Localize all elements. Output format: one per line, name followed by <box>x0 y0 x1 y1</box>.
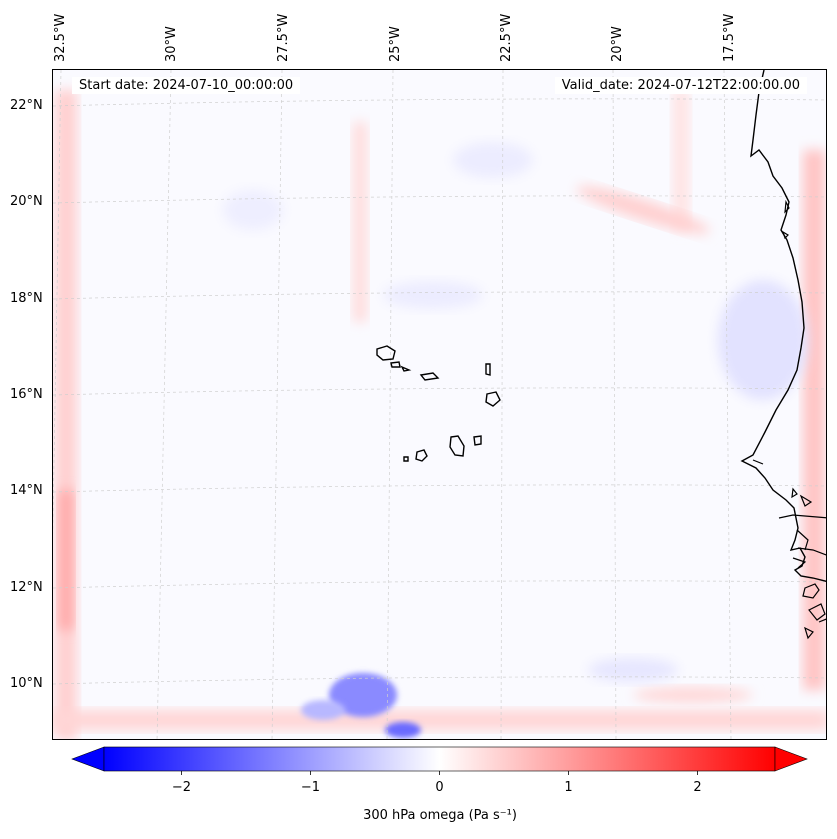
colorbar-title: 300 hPa omega (Pa s⁻¹) <box>363 808 517 823</box>
colorbar-tick-label-1: 1 <box>564 780 573 795</box>
colorbar-tick-label-0: 0 <box>435 780 444 795</box>
omega-band-west <box>55 90 77 739</box>
lon-label-17-5w: 17.5°W <box>722 13 737 62</box>
coastline-west-africa <box>740 70 826 582</box>
map-panel: Start date: 2024-07-10_00:00:00 Valid_da… <box>52 69 827 740</box>
coastline-cap-vert <box>752 459 813 507</box>
gridline-lat-20n <box>53 195 826 204</box>
omega-neg-core-south <box>385 722 421 738</box>
gridline-lon-22-5w <box>500 70 504 739</box>
island-fogo <box>415 449 428 462</box>
omega-field-shading <box>53 90 826 739</box>
gridline-lat-14n <box>53 484 826 493</box>
gridline-lat-10n <box>53 676 826 685</box>
valid-date-label: Valid_date: 2024-07-12T22:00:00.00 <box>554 77 807 94</box>
lon-label-27-5w: 27.5°W <box>276 13 291 62</box>
gridline-lon-27-5w <box>271 70 283 739</box>
colorbar-tick-label-neg2: −2 <box>171 780 192 795</box>
omega-field-background <box>53 70 826 739</box>
gridline-lon-30w <box>156 70 172 739</box>
lat-label-18n: 18°N <box>10 291 43 306</box>
island-sao-nicolau <box>419 372 440 381</box>
gridline-lat-22n <box>53 98 826 107</box>
gridline-lon-20w <box>612 70 617 739</box>
island-brava <box>403 456 409 462</box>
omega-neg-nw <box>223 190 283 230</box>
graticule <box>53 70 826 739</box>
lat-label-22n: 22°N <box>10 98 43 113</box>
island-santa-luzia <box>400 365 412 372</box>
lon-label-20w: 20°W <box>610 26 625 62</box>
start-date-label: Start date: 2024-07-10_00:00:00 <box>72 77 301 94</box>
gridline-lat-16n <box>53 387 826 396</box>
island-santiago <box>449 435 465 457</box>
lat-label-16n: 16°N <box>10 387 43 402</box>
gridline-lat-12n <box>53 580 826 589</box>
omega-band-south <box>53 710 826 730</box>
omega-band-west-core <box>59 490 73 630</box>
omega-band-ne <box>673 90 689 230</box>
colorbar-tick-label-2: 2 <box>693 780 702 795</box>
omega-streak-se <box>633 687 753 703</box>
lon-label-32-5w: 32.5°W <box>53 13 68 62</box>
lat-label-12n: 12°N <box>10 580 43 595</box>
omega-neg-coast <box>718 280 808 400</box>
lon-label-30w: 30°W <box>164 26 179 62</box>
omega-neg-north <box>453 142 533 178</box>
colorbar-extend-max <box>774 746 808 772</box>
colorbar <box>71 746 808 775</box>
lat-label-20n: 20°N <box>10 194 43 209</box>
map-canvas <box>53 70 826 739</box>
lat-label-14n: 14°N <box>10 483 43 498</box>
cape-verde-islands <box>376 345 501 462</box>
gridline-lon-17-5w <box>723 70 732 739</box>
omega-streak-ne <box>576 186 710 234</box>
island-sao-vicente <box>390 361 401 368</box>
omega-neg-core <box>329 673 397 717</box>
lat-label-10n: 10°N <box>10 676 43 691</box>
omega-band-mid <box>353 122 367 322</box>
omega-neg-center <box>383 281 483 309</box>
lon-label-22-5w: 22.5°W <box>499 13 514 62</box>
gridline-lat-18n <box>53 291 826 300</box>
coastline-details <box>778 199 826 640</box>
omega-band-east <box>803 150 825 690</box>
colorbar-ticks <box>181 771 698 775</box>
omega-neg-core-west <box>301 700 345 720</box>
colorbar-tick-label-neg1: −1 <box>300 780 321 795</box>
island-sal <box>485 363 491 376</box>
colorbar-body <box>103 746 776 772</box>
island-maio <box>473 435 482 446</box>
island-boa-vista <box>485 391 501 407</box>
omega-neg-south <box>588 658 678 682</box>
gridline-lon-25w <box>386 70 394 739</box>
colorbar-extend-min <box>71 746 105 772</box>
island-santo-antao <box>376 345 396 361</box>
lon-label-25w: 25°W <box>388 26 403 62</box>
